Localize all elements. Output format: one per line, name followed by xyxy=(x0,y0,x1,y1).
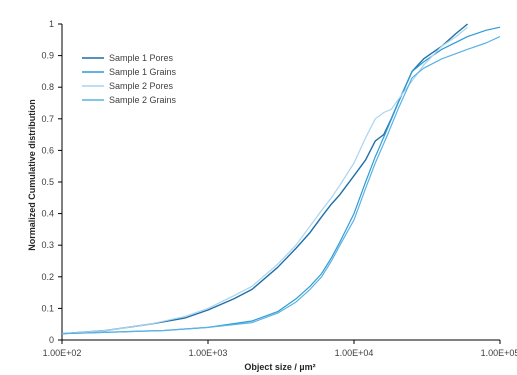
y-axis-title: Normalized Cumulative distribution xyxy=(27,99,37,251)
legend-label: Sample 1 Grains xyxy=(109,67,177,77)
series-line-sample-1-grains xyxy=(61,26,501,335)
y-tick-label: 0.4 xyxy=(41,209,54,219)
y-tick-label: 0.3 xyxy=(41,240,54,250)
legend-label: Sample 2 Pores xyxy=(109,81,174,91)
x-axis-title: Object size / µm² xyxy=(244,362,315,372)
y-tick-label: 1 xyxy=(49,19,54,29)
y-tick-label: 0 xyxy=(49,335,54,345)
x-tick-label: 1.00E+05 xyxy=(481,348,517,358)
legend-label: Sample 1 Pores xyxy=(109,53,174,63)
x-tick-label: 1.00E+02 xyxy=(43,348,82,358)
series-line-sample-2-pores xyxy=(61,26,468,335)
y-tick-label: 0.8 xyxy=(41,82,54,92)
y-tick-label: 0.1 xyxy=(41,303,54,313)
y-tick-label: 0.7 xyxy=(41,114,54,124)
y-axis-ticks: 0 0.1 0.2 0.3 0.4 0.5 0.6 0.7 0.8 0.9 1 xyxy=(41,19,62,345)
x-tick-label: 1.00E+03 xyxy=(189,348,228,358)
x-axis-ticks: 1.00E+02 1.00E+03 1.00E+04 1.00E+05 xyxy=(43,340,517,358)
series-line-sample-2-grains xyxy=(61,36,501,335)
y-tick-label: 0.5 xyxy=(41,177,54,187)
y-tick-label: 0.9 xyxy=(41,51,54,61)
y-tick-label: 0.6 xyxy=(41,145,54,155)
plot-area: 00.10.20.30.40.50.60.70.80.91 1.00E+02 1.… xyxy=(41,19,517,358)
legend-label: Sample 2 Grains xyxy=(109,95,177,105)
x-tick-label: 1.00E+04 xyxy=(335,348,374,358)
series-lines xyxy=(61,23,501,335)
legend: Sample 1 Pores Sample 1 Grains Sample 2 Po… xyxy=(82,53,177,105)
y-tick-label: 0.2 xyxy=(41,272,54,282)
